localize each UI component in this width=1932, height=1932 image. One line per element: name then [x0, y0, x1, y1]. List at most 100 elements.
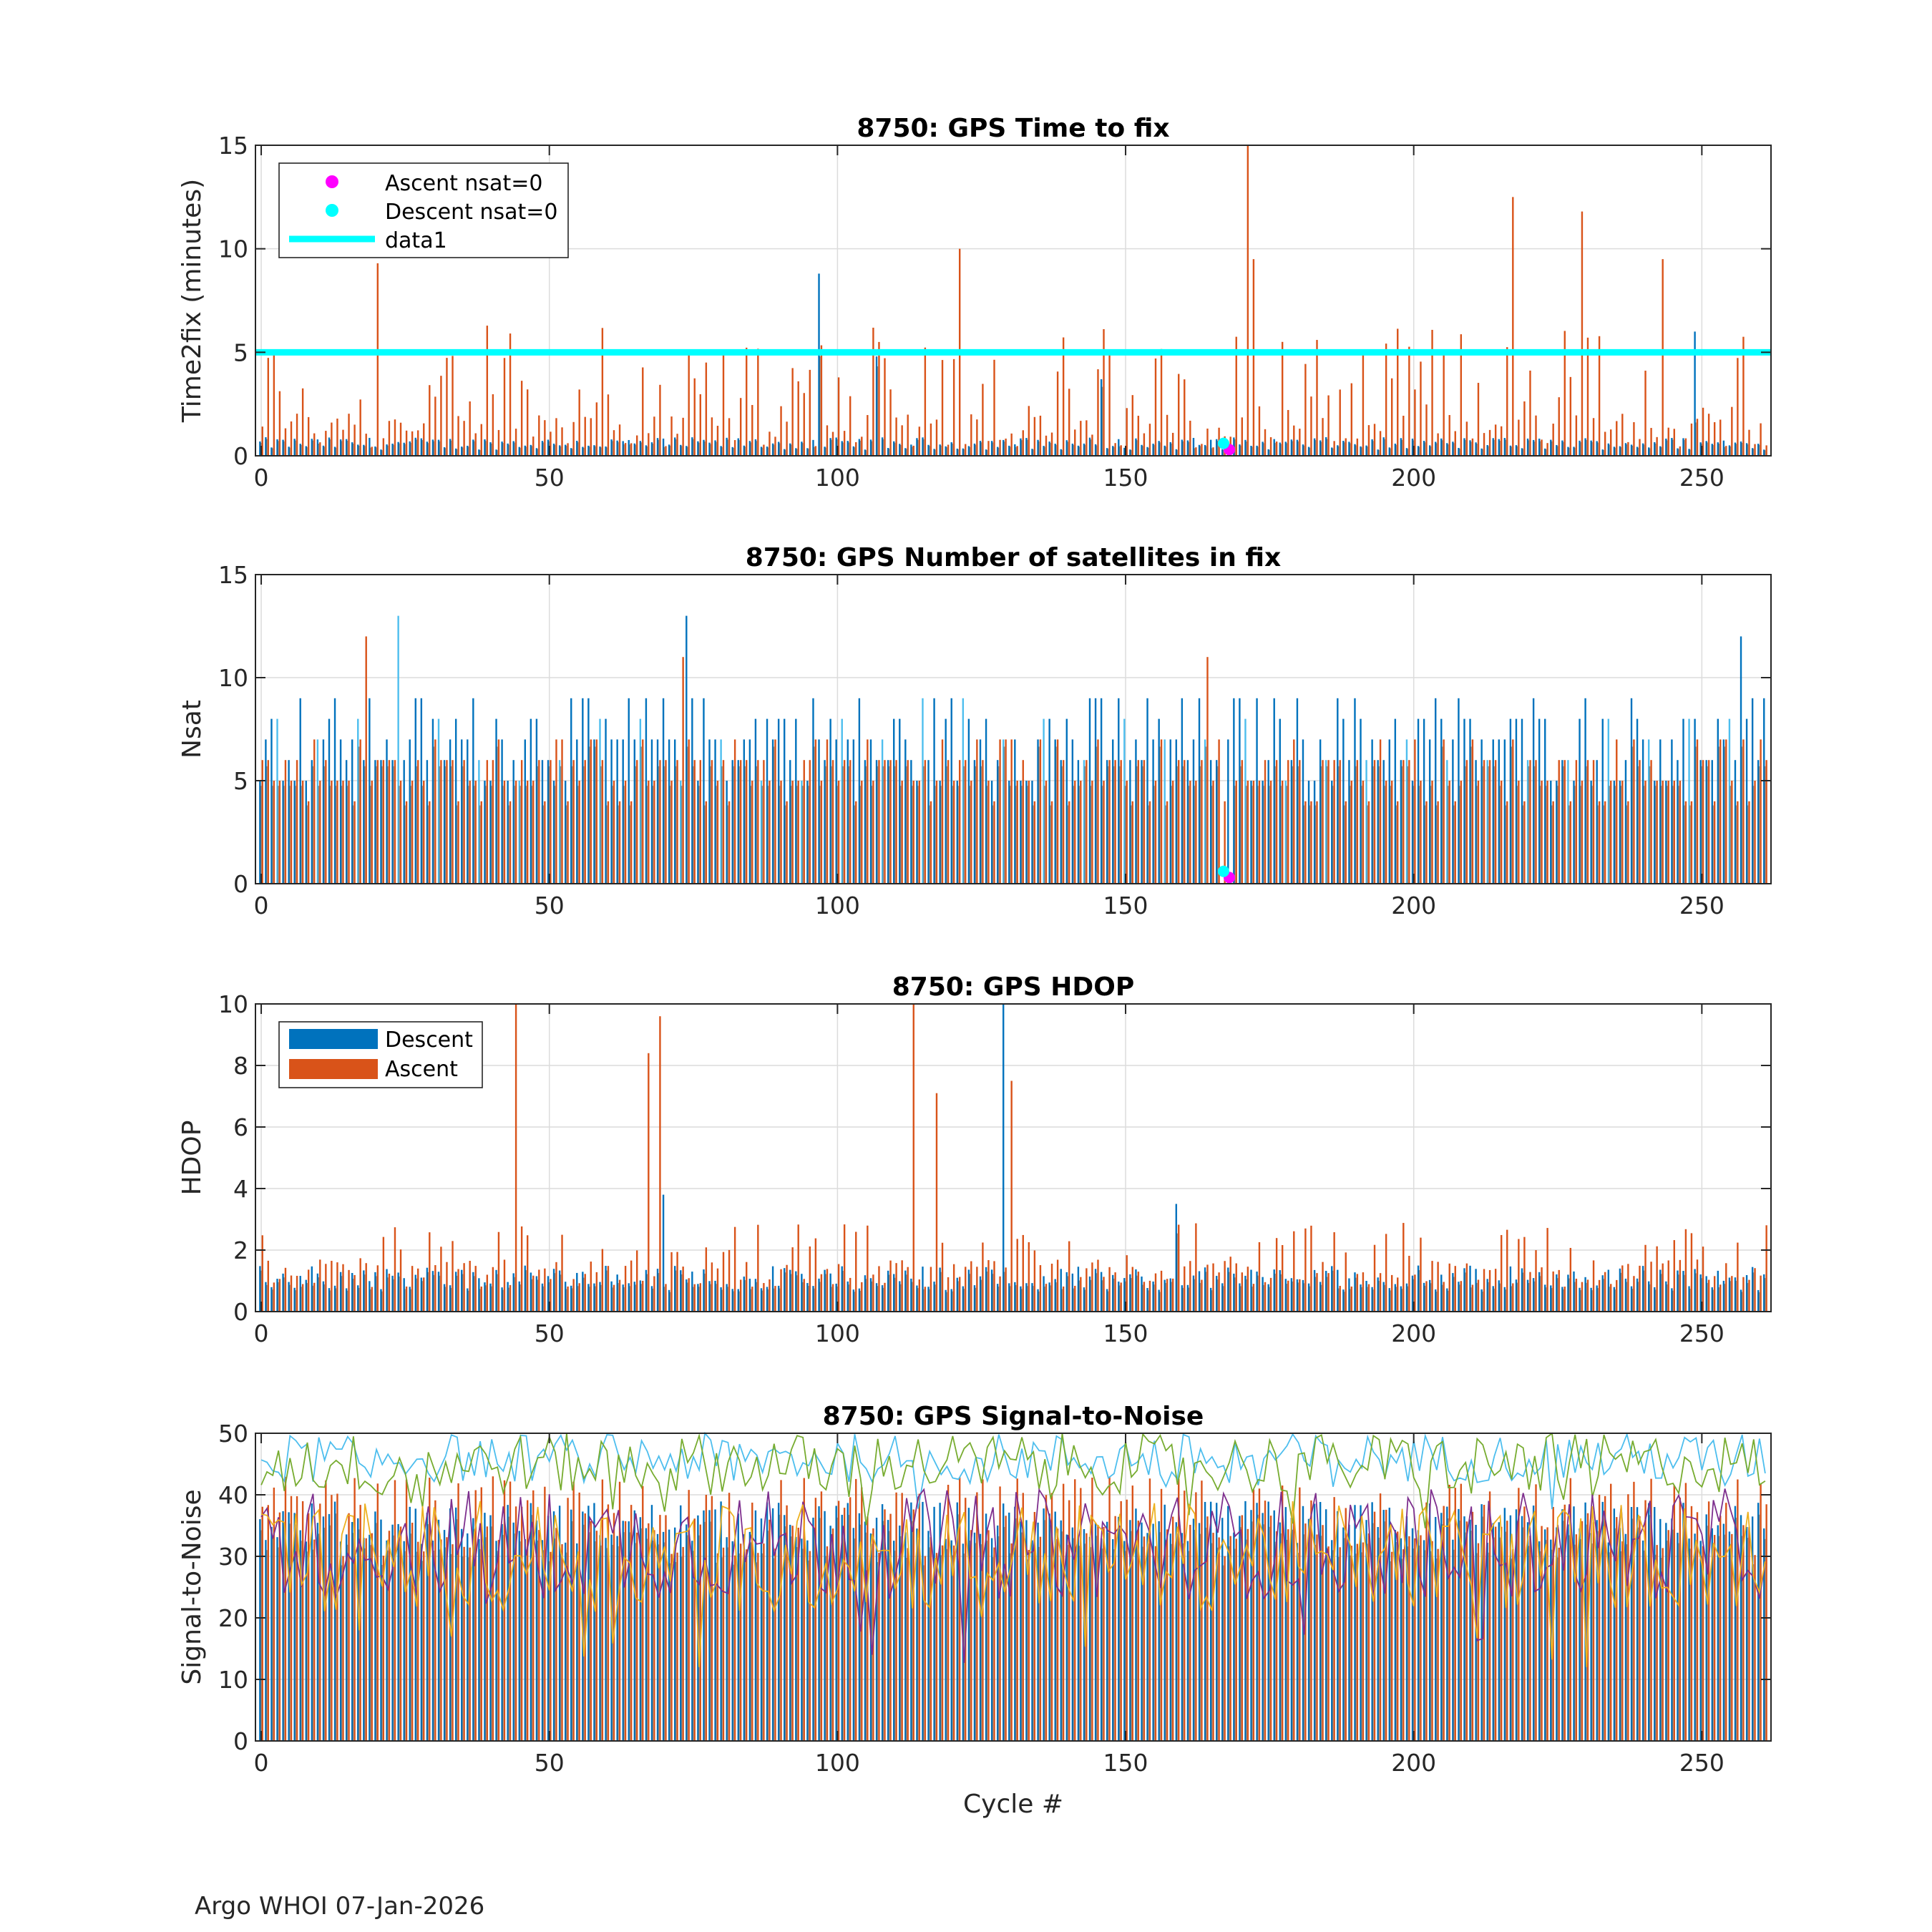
- bar-descent: [293, 439, 296, 456]
- bar-dark: [1672, 1290, 1674, 1312]
- bar-descent: [316, 1523, 319, 1741]
- bar-descent: [564, 1542, 567, 1741]
- bar-dark: [1234, 1277, 1236, 1312]
- bar-dark: [393, 766, 394, 884]
- bar-ascent: [1246, 1528, 1249, 1741]
- bar-ascent: [492, 760, 494, 884]
- bar-dark: [542, 1286, 545, 1312]
- bar-ascent: [1737, 1242, 1739, 1312]
- bar-dark: [323, 447, 326, 456]
- bar-dark: [675, 1561, 677, 1741]
- bar-ascent: [607, 1504, 610, 1741]
- bar-ascent: [1039, 1265, 1042, 1312]
- bar-ascent: [693, 1284, 696, 1312]
- bar-ascent: [1586, 1279, 1589, 1312]
- bar-descent: [1728, 1277, 1731, 1312]
- bar-dark: [703, 1273, 706, 1312]
- bar-descent: [1601, 449, 1604, 456]
- bar-dark: [427, 805, 429, 884]
- bar-ascent: [855, 1231, 857, 1312]
- bar-dark: [1343, 805, 1345, 884]
- bar-descent: [299, 1530, 301, 1741]
- bar-ascent: [1327, 395, 1330, 456]
- bar-dark: [1637, 1527, 1639, 1741]
- bar-ascent: [843, 1224, 846, 1312]
- bar-dark: [1551, 805, 1553, 884]
- bar-ascent: [1471, 1284, 1474, 1312]
- bar-ascent: [1131, 395, 1133, 456]
- bar-descent: [628, 439, 630, 456]
- bar-descent: [1475, 1269, 1477, 1312]
- bar-ascent: [1350, 781, 1353, 884]
- bar-descent: [512, 760, 514, 884]
- bar-dark: [439, 766, 441, 884]
- bar-descent: [386, 739, 388, 884]
- bar-descent: [1169, 1278, 1171, 1312]
- bar-descent: [771, 1508, 774, 1741]
- bar-dark: [560, 1553, 562, 1741]
- bar-dark: [1337, 766, 1340, 884]
- bar-descent: [1619, 781, 1621, 884]
- bar-ascent: [1713, 801, 1716, 884]
- bar-descent: [1538, 1272, 1541, 1312]
- bar-dark: [444, 448, 447, 456]
- bar-dark: [312, 1549, 313, 1741]
- bar-ascent: [1080, 1277, 1082, 1312]
- bar-ascent: [492, 1267, 494, 1312]
- bar-descent: [1377, 449, 1379, 456]
- bar-descent: [1458, 1508, 1460, 1741]
- bar-ascent: [653, 1530, 655, 1741]
- bar-ascent: [1754, 444, 1756, 456]
- bar-descent: [1636, 718, 1639, 884]
- bar-descent: [1250, 446, 1252, 456]
- bar-ascent: [1281, 1245, 1284, 1312]
- bar-descent: [829, 718, 831, 884]
- bar-dark: [882, 1287, 884, 1312]
- bar-dark: [635, 1543, 636, 1741]
- bar-descent: [922, 437, 924, 456]
- bar-ascent: [1408, 1536, 1410, 1741]
- bar-descent: [1158, 441, 1160, 456]
- bar-descent: [518, 781, 520, 884]
- bar-ascent: [365, 1263, 367, 1312]
- bar-ascent: [284, 1476, 287, 1741]
- bar-dark: [1666, 1540, 1668, 1741]
- bar-descent: [1135, 438, 1137, 456]
- bar-ascent: [1275, 760, 1278, 884]
- bar-ascent: [440, 376, 442, 456]
- x-tick-label: 100: [815, 892, 860, 919]
- bar-descent: [1262, 781, 1264, 884]
- bar-dark: [801, 786, 804, 884]
- bar-ascent: [1650, 760, 1652, 884]
- bar-ascent: [325, 431, 327, 456]
- bar-dark: [669, 786, 671, 884]
- bar-ascent: [1633, 1481, 1635, 1741]
- y-tick-label: 5: [233, 767, 248, 795]
- bar-dark: [1378, 1537, 1380, 1741]
- bar-dark: [473, 786, 475, 884]
- bar-ascent: [1241, 417, 1244, 456]
- bar-descent: [656, 1533, 659, 1741]
- bar-dark: [986, 449, 988, 456]
- bar-dark: [1533, 441, 1536, 456]
- bar-ascent: [1246, 145, 1249, 456]
- bar-dark: [1050, 1525, 1051, 1741]
- bar-descent: [1267, 449, 1269, 456]
- bar-descent: [1100, 1538, 1103, 1741]
- bar-dark: [1355, 1553, 1357, 1741]
- bar-dark: [1418, 1545, 1420, 1741]
- bar-dark: [1407, 449, 1409, 456]
- bar-dark: [629, 1532, 630, 1741]
- bar-ascent: [630, 1505, 633, 1741]
- bar-dark: [635, 766, 636, 884]
- bar-ascent: [826, 739, 829, 884]
- bar-descent: [351, 1273, 353, 1312]
- bar-ascent: [1500, 1526, 1503, 1741]
- bar-dark: [537, 1540, 539, 1741]
- bar-dark: [554, 444, 556, 456]
- bar-descent: [1728, 1531, 1731, 1741]
- bar-ascent: [1448, 1263, 1450, 1312]
- bar-ascent: [296, 760, 298, 884]
- bar-dark: [894, 766, 896, 884]
- bar-ascent: [514, 781, 517, 884]
